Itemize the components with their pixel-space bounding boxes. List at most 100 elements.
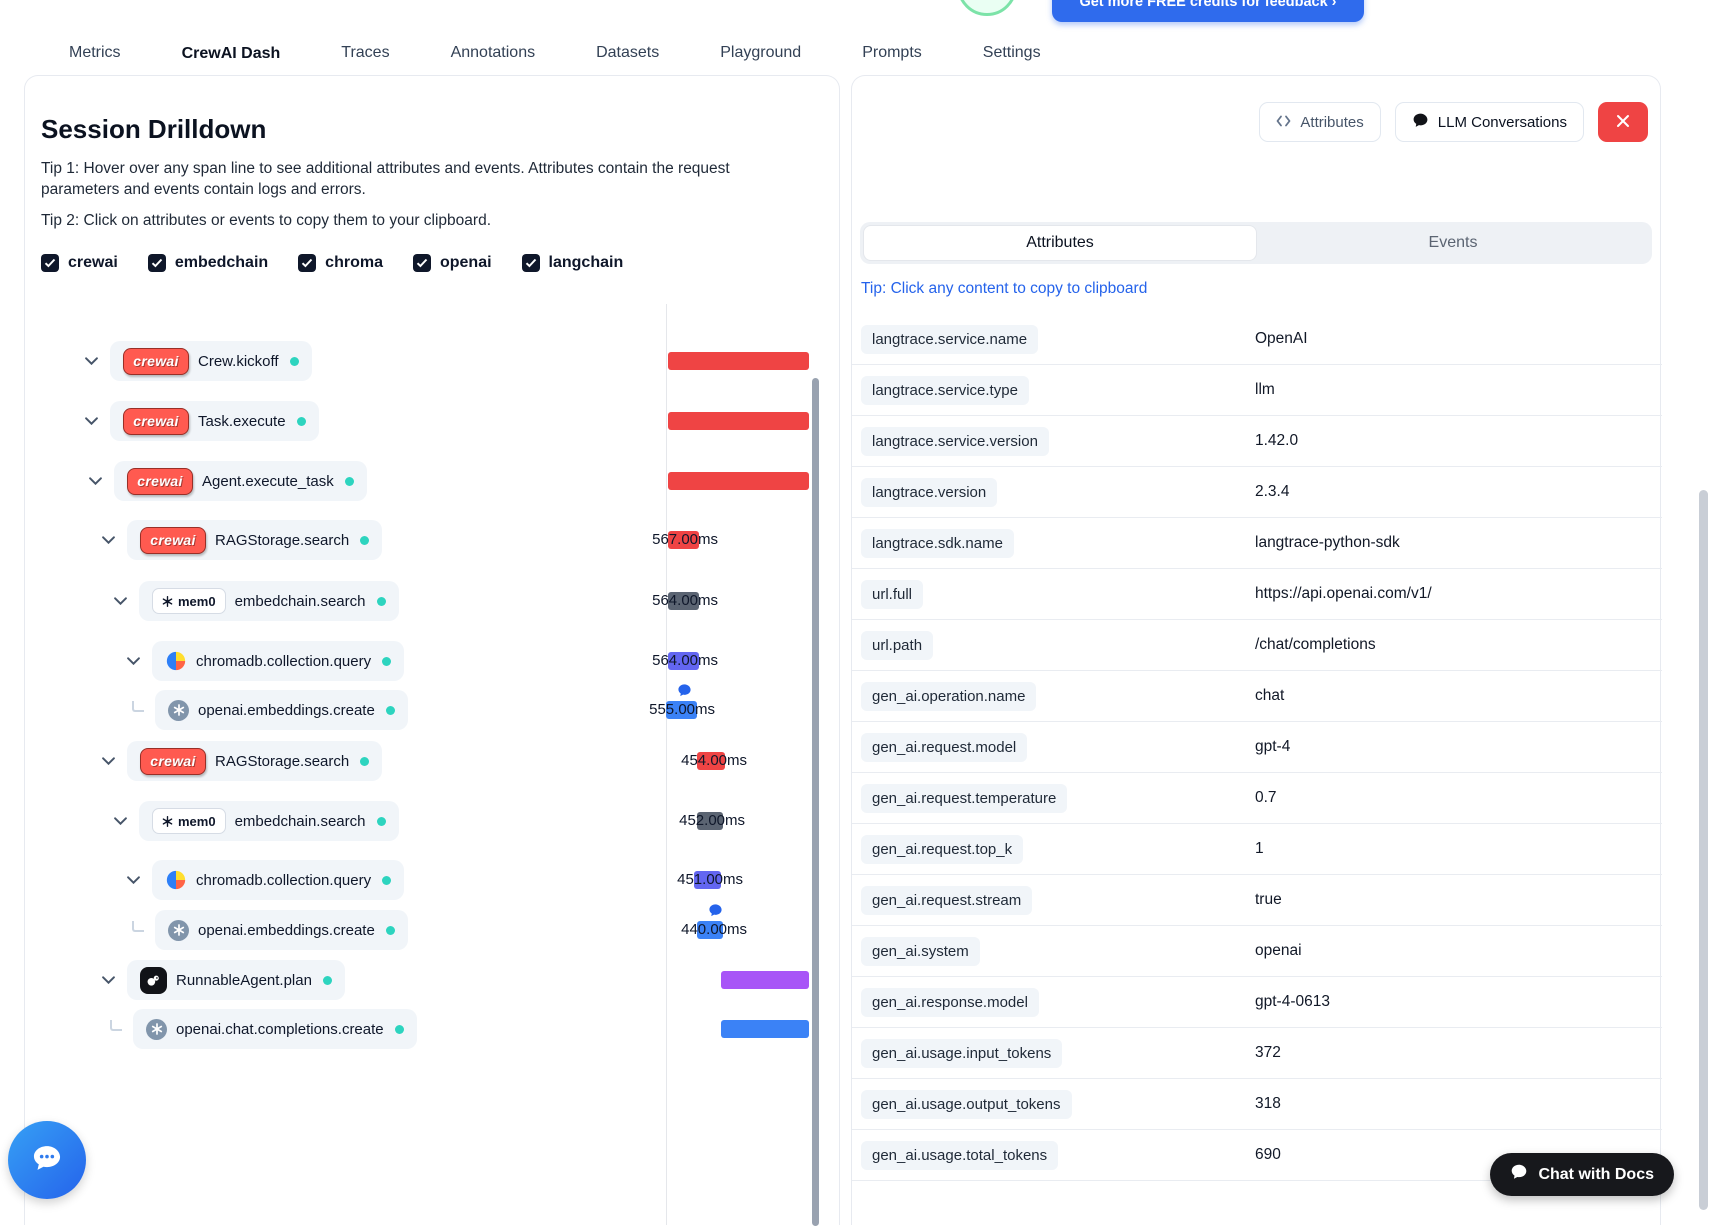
chevron-down-icon[interactable] (89, 477, 103, 485)
attribute-value[interactable]: gpt-4-0613 (1255, 993, 1330, 1010)
span-row[interactable]: openai.embeddings.create (132, 686, 408, 734)
chat-widget-launcher[interactable] (8, 1121, 86, 1199)
attribute-key[interactable]: langtrace.sdk.name (861, 528, 1014, 558)
attribute-key[interactable]: gen_ai.usage.input_tokens (861, 1038, 1063, 1068)
attribute-key[interactable]: url.full (861, 579, 924, 609)
span-row[interactable]: chromadb.collection.query (127, 637, 405, 685)
timeline-bar[interactable] (697, 752, 725, 770)
checkbox-checked-icon[interactable] (298, 254, 317, 272)
timeline-bar[interactable] (721, 971, 809, 989)
span-pill[interactable]: openai.embeddings.create (155, 690, 408, 730)
attribute-key[interactable]: langtrace.service.version (861, 426, 1049, 456)
span-pill[interactable]: openai.chat.completions.create (133, 1009, 417, 1049)
span-pill[interactable]: crewai RAGStorage.search (127, 520, 383, 560)
attribute-value[interactable]: 1 (1255, 840, 1264, 857)
llm-conversations-button[interactable]: LLM Conversations (1394, 102, 1584, 142)
attribute-value[interactable]: 372 (1255, 1044, 1281, 1061)
attribute-key[interactable]: gen_ai.request.model (861, 732, 1028, 762)
timeline-bar[interactable] (694, 871, 721, 889)
tab-crewai-dash[interactable]: CrewAI Dash (181, 45, 281, 78)
chat-with-docs-button[interactable]: Chat with Docs (1490, 1153, 1674, 1196)
span-row[interactable]: mem0 embedchain.search (114, 797, 399, 845)
tab-playground[interactable]: Playground (720, 44, 802, 61)
tree-scrollbar-thumb[interactable] (812, 378, 819, 1226)
filter-langchain[interactable]: langchain (521, 254, 623, 272)
attribute-value[interactable]: langtrace-python-sdk (1255, 534, 1400, 551)
chevron-down-icon[interactable] (127, 657, 141, 665)
attribute-value[interactable]: https://api.openai.com/v1/ (1255, 585, 1432, 602)
attribute-key[interactable]: gen_ai.response.model (861, 987, 1039, 1017)
span-pill[interactable]: RunnableAgent.plan (127, 960, 345, 1000)
filter-crewai[interactable]: crewai (41, 254, 118, 272)
tab-attributes[interactable]: Attributes (863, 225, 1257, 261)
span-pill[interactable]: crewai Task.execute (110, 401, 319, 441)
span-row[interactable]: crewai Task.execute (85, 397, 319, 445)
checkbox-checked-icon[interactable] (521, 254, 540, 272)
tab-annotations[interactable]: Annotations (450, 44, 536, 61)
span-pill[interactable]: chromadb.collection.query (152, 860, 405, 900)
tab-prompts[interactable]: Prompts (862, 44, 922, 61)
attribute-value[interactable]: /chat/completions (1255, 636, 1376, 653)
span-row[interactable]: crewai RAGStorage.search (102, 516, 383, 564)
attribute-key[interactable]: gen_ai.request.temperature (861, 783, 1068, 813)
attribute-value[interactable]: llm (1255, 381, 1275, 398)
attribute-value[interactable]: chat (1255, 687, 1285, 704)
checkbox-checked-icon[interactable] (147, 254, 166, 272)
span-row[interactable]: crewai Agent.execute_task (89, 457, 367, 505)
chevron-down-icon[interactable] (85, 357, 99, 365)
tab-settings[interactable]: Settings (982, 44, 1041, 61)
free-credits-button[interactable]: Get more FREE credits for feedback › (1052, 0, 1364, 22)
filter-chroma[interactable]: chroma (298, 254, 383, 272)
page-scrollbar-thumb[interactable] (1699, 490, 1708, 1210)
span-pill[interactable]: chromadb.collection.query (152, 641, 405, 681)
timeline-bar[interactable] (697, 812, 723, 830)
tab-datasets[interactable]: Datasets (596, 44, 660, 61)
chevron-down-icon[interactable] (102, 976, 116, 984)
attribute-value[interactable]: 318 (1255, 1095, 1281, 1112)
attribute-value[interactable]: 690 (1255, 1146, 1281, 1163)
timeline-bar[interactable] (668, 531, 699, 549)
timeline-bar[interactable] (666, 701, 697, 719)
attribute-key[interactable]: gen_ai.request.stream (861, 885, 1033, 915)
span-pill[interactable]: mem0 embedchain.search (139, 801, 399, 841)
span-row[interactable]: openai.chat.completions.create (110, 1005, 417, 1053)
chevron-down-icon[interactable] (114, 597, 128, 605)
chevron-down-icon[interactable] (102, 536, 116, 544)
span-row[interactable]: RunnableAgent.plan (102, 956, 345, 1004)
span-row[interactable]: crewai RAGStorage.search (102, 737, 383, 785)
attribute-value[interactable]: OpenAI (1255, 330, 1308, 347)
chevron-down-icon[interactable] (102, 757, 116, 765)
checkbox-checked-icon[interactable] (41, 254, 59, 272)
attribute-key[interactable]: gen_ai.system (861, 936, 980, 966)
attribute-key[interactable]: langtrace.service.name (861, 324, 1039, 354)
tab-traces[interactable]: Traces (341, 44, 390, 61)
span-row[interactable]: openai.embeddings.create (132, 906, 408, 954)
attribute-key[interactable]: gen_ai.operation.name (861, 681, 1037, 711)
span-pill[interactable]: crewai Crew.kickoff (110, 341, 312, 381)
close-button[interactable] (1598, 102, 1648, 142)
checkbox-checked-icon[interactable] (412, 254, 431, 272)
attribute-key[interactable]: langtrace.service.type (861, 375, 1029, 405)
attributes-button[interactable]: Attributes (1259, 102, 1381, 142)
timeline-bar[interactable] (668, 652, 699, 670)
attribute-value[interactable]: gpt-4 (1255, 738, 1291, 755)
chevron-down-icon[interactable] (127, 876, 141, 884)
filter-openai[interactable]: openai (412, 254, 492, 272)
timeline-bar[interactable] (668, 592, 699, 610)
attribute-value[interactable]: openai (1255, 942, 1302, 959)
span-pill[interactable]: mem0 embedchain.search (139, 581, 399, 621)
attribute-key[interactable]: gen_ai.usage.total_tokens (861, 1140, 1059, 1170)
chevron-down-icon[interactable] (85, 417, 99, 425)
attribute-key[interactable]: gen_ai.request.top_k (861, 834, 1024, 864)
span-pill[interactable]: openai.embeddings.create (155, 910, 408, 950)
attribute-value[interactable]: 1.42.0 (1255, 432, 1299, 449)
attribute-key[interactable]: langtrace.version (861, 477, 998, 507)
tab-events[interactable]: Events (1428, 234, 1478, 251)
timeline-bar[interactable] (697, 921, 723, 939)
span-row[interactable]: chromadb.collection.query (127, 856, 405, 904)
filter-embedchain[interactable]: embedchain (147, 254, 268, 272)
timeline-bar[interactable] (668, 412, 809, 430)
span-pill[interactable]: crewai Agent.execute_task (114, 461, 367, 501)
attribute-value[interactable]: 2.3.4 (1255, 483, 1290, 500)
attribute-value[interactable]: 0.7 (1255, 789, 1277, 806)
